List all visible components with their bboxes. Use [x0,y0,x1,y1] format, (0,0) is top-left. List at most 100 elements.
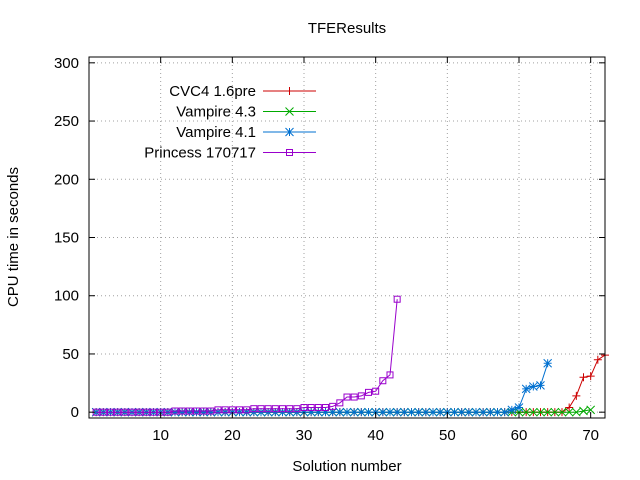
y-tick-label: 100 [54,288,79,305]
legend-marker [285,127,294,137]
series-line [96,363,549,413]
data-point [414,407,424,417]
data-point [365,388,372,396]
data-point [543,407,553,417]
y-tick-label: 300 [54,55,79,72]
data-point [579,406,588,416]
data-point [372,387,380,395]
data-point [386,371,394,379]
data-point [342,407,352,417]
legend-label: Vampire 4.1 [176,124,256,141]
legend-marker [286,149,293,156]
data-point [329,402,337,410]
data-point [564,407,574,417]
data-point [235,407,244,417]
data-point [379,377,387,385]
data-point [356,407,366,417]
data-point [378,407,388,417]
y-tick-label: 250 [54,113,79,130]
data-point [250,405,258,413]
data-point [307,404,315,412]
data-point [192,407,201,417]
data-point [220,407,230,417]
legend-item: Princess 170717 [144,145,316,162]
data-point [471,407,481,417]
x-tick-label: 30 [296,427,313,444]
legend-label: CVC4 1.6pre [169,83,256,100]
data-point [243,406,251,414]
data-point [586,405,596,415]
data-point [207,407,215,415]
data-point [313,407,323,417]
legend-label: Princess 170717 [144,145,256,162]
data-point [485,407,495,417]
data-point [293,405,301,413]
data-point [514,403,524,412]
y-axis-title: CPU time in seconds [5,167,22,307]
legend-item: Vampire 4.3 [176,104,316,121]
data-point [385,407,395,417]
data-point [593,355,602,364]
legend-label: Vampire 4.3 [176,104,256,121]
legend-marker [285,107,294,116]
data-point [114,408,122,416]
data-point [572,391,581,400]
data-point [464,407,474,417]
x-tick-label: 70 [582,427,599,444]
data-point [393,295,401,303]
data-point [571,407,581,417]
series-0 [92,351,609,417]
data-point [457,407,467,417]
data-point [242,407,252,417]
series-line [96,299,398,413]
data-point [279,405,286,413]
data-point [536,381,545,390]
data-point [107,408,114,416]
data-point [579,373,588,382]
y-tick-label: 200 [54,171,79,188]
data-point [364,407,373,417]
axis-ticks: 0 50 100 150 200 250 300 10 20 30 40 50 60 70 [54,55,605,444]
data-point [221,406,229,414]
data-point [435,407,445,417]
data-point [507,405,517,415]
data-point [271,405,279,413]
data-point [91,407,101,417]
data-point [493,407,502,417]
data-point [177,407,187,417]
legend: CVC4 1.6pre Vampire 4.3 Vampire 4.1 Princes… [144,83,316,162]
x-tick-label: 20 [224,427,241,444]
x-tick-label: 60 [511,427,528,444]
data-point [193,407,200,415]
data-point [236,406,243,414]
legend-marker [285,87,294,95]
data-point [335,407,345,417]
data-point [178,407,186,415]
data-point [213,407,223,417]
data-point [264,405,272,413]
data-point [536,407,545,417]
data-point [314,404,322,412]
data-point [321,407,330,417]
data-point [184,407,194,417]
data-point [300,404,308,412]
y-tick-label: 50 [62,346,79,363]
x-axis-title: Solution number [292,458,401,475]
data-point [528,407,538,417]
data-point [171,407,179,415]
grid [89,57,605,418]
data-point [200,407,208,415]
data-point [142,408,150,416]
y-tick-label: 150 [54,230,79,247]
chart-title: TFEResults [308,20,386,37]
data-point [164,408,172,416]
data-point [257,405,265,413]
data-point [286,405,294,413]
data-point [214,406,222,414]
series-line [96,354,606,413]
plot-series [91,295,609,417]
data-point [392,407,402,417]
data-point [128,408,136,416]
data-point [349,407,359,417]
